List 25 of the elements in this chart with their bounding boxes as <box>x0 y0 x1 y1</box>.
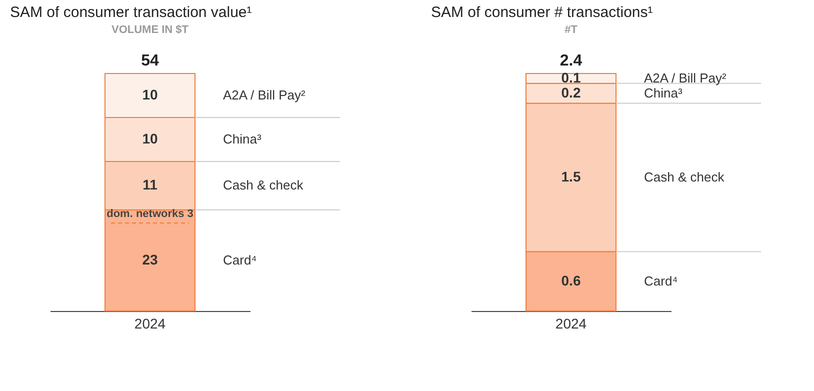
chart-title: SAM of consumer transaction value¹ <box>10 4 252 21</box>
data-label: 10 <box>142 86 158 102</box>
total-label: 54 <box>141 52 159 70</box>
data-label: 10 <box>142 130 158 146</box>
text: Card⁴ <box>644 273 678 288</box>
data-label: 11 <box>142 176 158 193</box>
chart-title: SAM of consumer # transactions¹ <box>431 4 653 21</box>
total-label: 2.4 <box>560 52 582 70</box>
text: A2A / Bill Pay² <box>223 87 306 102</box>
x-tick-label: 2024 <box>555 316 587 332</box>
text: Card⁴ <box>223 252 257 268</box>
data-label: 23 <box>142 251 158 268</box>
text: China³ <box>223 131 262 146</box>
chart-subtitle: #T <box>564 24 578 36</box>
data-label: 0.2 <box>561 84 581 100</box>
chart-subtitle: VOLUME IN $T <box>111 24 189 36</box>
text: A2A / Bill Pay² <box>644 70 728 86</box>
text: Cash & check <box>644 169 725 184</box>
data-label: 1.5 <box>561 168 581 184</box>
ref-line-label: dom. networks 3 <box>106 208 194 220</box>
text: Cash & check <box>223 178 304 193</box>
text: China³ <box>644 85 683 100</box>
data-label: 0.6 <box>561 272 581 288</box>
x-tick-label: 2024 <box>134 316 166 332</box>
data-label: 0.1 <box>561 69 581 86</box>
